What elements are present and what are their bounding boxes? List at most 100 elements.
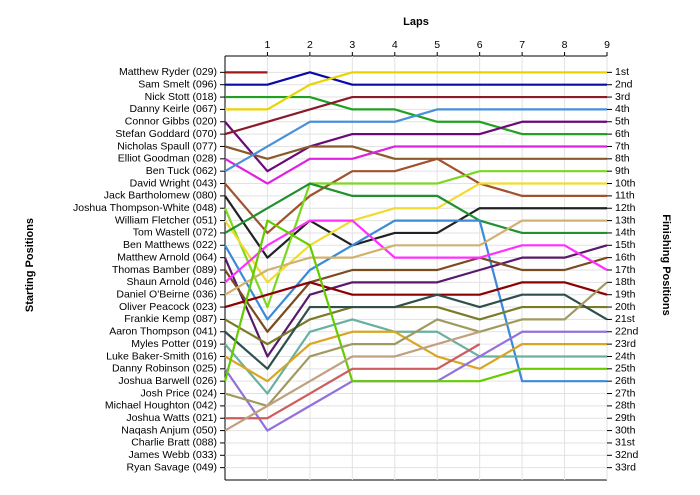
y2-tick-label: 33rd <box>615 461 636 473</box>
y2-axis-title: Finishing Positions <box>660 214 672 315</box>
x-tick-label: 6 <box>477 39 483 51</box>
y2-tick-label: 18th <box>615 276 636 288</box>
y2-tick-label: 14th <box>615 227 636 239</box>
driver-label: Matthew Arnold (064) <box>117 251 217 263</box>
driver-line <box>225 71 607 111</box>
x-tick-label: 4 <box>392 39 398 51</box>
driver-line <box>224 330 480 432</box>
y2-tick-label: 9th <box>615 165 630 177</box>
x-tick-label: 7 <box>519 39 525 51</box>
driver-line <box>224 219 607 296</box>
x-tick-label: 1 <box>265 39 271 51</box>
driver-label: Josh Price (024) <box>141 387 217 399</box>
x-tick-label: 2 <box>307 39 313 51</box>
y2-tick-label: 23rd <box>615 338 636 350</box>
y2-tick-label: 3rd <box>615 91 630 103</box>
y2-tick-label: 28th <box>615 400 636 412</box>
y2-tick-label: 10th <box>615 177 636 189</box>
driver-label: Joshua Barwell (026) <box>118 375 217 387</box>
driver-line <box>224 108 607 173</box>
y2-tick-label: 20th <box>615 301 636 313</box>
y2-tick-label: 2nd <box>615 78 633 90</box>
y2-tick-label: 1st <box>615 66 629 78</box>
y2-tick-label: 19th <box>615 288 636 300</box>
driver-line <box>224 293 608 370</box>
driver-label: Frankie Kemp (087) <box>124 313 217 325</box>
driver-label: Luke Baker-Smith (016) <box>106 350 217 362</box>
driver-label: Danny Keirle (067) <box>129 103 217 115</box>
y2-tick-label: 7th <box>615 140 630 152</box>
driver-label: Michael Houghton (042) <box>105 400 217 412</box>
driver-label: Stefan Goddard (070) <box>115 128 217 140</box>
y2-tick-label: 24th <box>615 350 636 362</box>
driver-line <box>224 305 607 346</box>
driver-line <box>224 219 607 383</box>
y2-tick-label: 21st <box>615 313 635 325</box>
driver-line <box>224 330 607 383</box>
driver-line <box>223 170 607 309</box>
driver-label: Jack Bartholomew (080) <box>104 190 217 202</box>
driver-line <box>224 281 608 309</box>
y2-tick-label: 4th <box>615 103 630 115</box>
y2-tick-label: 6th <box>615 128 630 140</box>
driver-label: Connor Gibbs (020) <box>125 116 217 128</box>
driver-label: Tom Wastell (072) <box>133 227 217 239</box>
driver-line <box>224 120 607 173</box>
y-axis-title: Starting Positions <box>24 218 36 312</box>
driver-label: Ryan Savage (049) <box>127 461 217 473</box>
y2-tick-label: 27th <box>615 387 636 399</box>
driver-label: Ben Tuck (062) <box>146 165 217 177</box>
y2-tick-label: 22nd <box>615 326 639 338</box>
driver-line <box>225 343 481 420</box>
driver-label: Shaun Arnold (046) <box>127 276 217 288</box>
lines <box>223 71 608 432</box>
y2-tick-label: 25th <box>615 363 636 375</box>
y2-tick-label: 11th <box>615 190 635 202</box>
x-axis-title: Laps <box>403 16 429 28</box>
y2-tick-label: 16th <box>615 251 636 263</box>
y2-tick-label: 29th <box>615 412 636 424</box>
y2-tick-label: 17th <box>615 264 636 276</box>
x-tick-label: 5 <box>434 39 440 51</box>
driver-line <box>224 95 607 136</box>
x-tick-label: 9 <box>604 39 610 51</box>
driver-line <box>224 256 608 333</box>
driver-line <box>224 145 607 185</box>
driver-label: Oliver Peacock (023) <box>119 301 217 313</box>
y2-tick-label: 8th <box>615 153 630 165</box>
driver-label: Aaron Thompson (041) <box>109 326 217 338</box>
driver-line <box>223 219 607 383</box>
driver-label: Matthew Ryder (029) <box>119 66 217 78</box>
y2-tick-label: 30th <box>615 424 636 436</box>
driver-line <box>223 244 608 358</box>
driver-line <box>224 145 607 160</box>
driver-label: Joshua Watts (021) <box>126 412 217 424</box>
driver-label: Nick Stott (018) <box>145 91 217 103</box>
labels: 1 2 3 4 5 6 7 8 9 1st2nd3rd4th5th6th7th8th9th10th… <box>73 39 638 474</box>
driver-label: Elliot Goodman (028) <box>118 153 217 165</box>
driver-label: David Wright (043) <box>130 177 217 189</box>
y2-tick-label: 15th <box>615 239 636 251</box>
driver-label: Charlie Bratt (088) <box>131 437 217 449</box>
driver-label: James Webb (033) <box>128 449 217 461</box>
driver-label: Joshua Thompson-White (048) <box>73 202 217 214</box>
driver-label: Sam Smelt (096) <box>138 78 217 90</box>
driver-label: Naqash Anjum (050) <box>121 424 217 436</box>
driver-label: William Fletcher (051) <box>115 214 217 226</box>
y2-tick-label: 32nd <box>615 449 639 461</box>
driver-label: Nicholas Spaull (077) <box>117 140 217 152</box>
x-tick-label: 8 <box>562 39 568 51</box>
driver-label: Daniel O'Beirne (036) <box>116 288 217 300</box>
y2-tick-label: 26th <box>615 375 636 387</box>
driver-line <box>224 281 608 407</box>
driver-line <box>224 157 607 235</box>
y2-tick-label: 31st <box>615 437 635 449</box>
y2-tick-label: 5th <box>615 116 630 128</box>
driver-label: Myles Potter (019) <box>131 338 217 350</box>
driver-label: Danny Robinson (025) <box>112 363 217 375</box>
y2-tick-label: 12th <box>615 202 636 214</box>
driver-line <box>225 71 607 86</box>
y2-tick-label: 13th <box>615 214 636 226</box>
driver-label: Thomas Bamber (089) <box>112 264 217 276</box>
